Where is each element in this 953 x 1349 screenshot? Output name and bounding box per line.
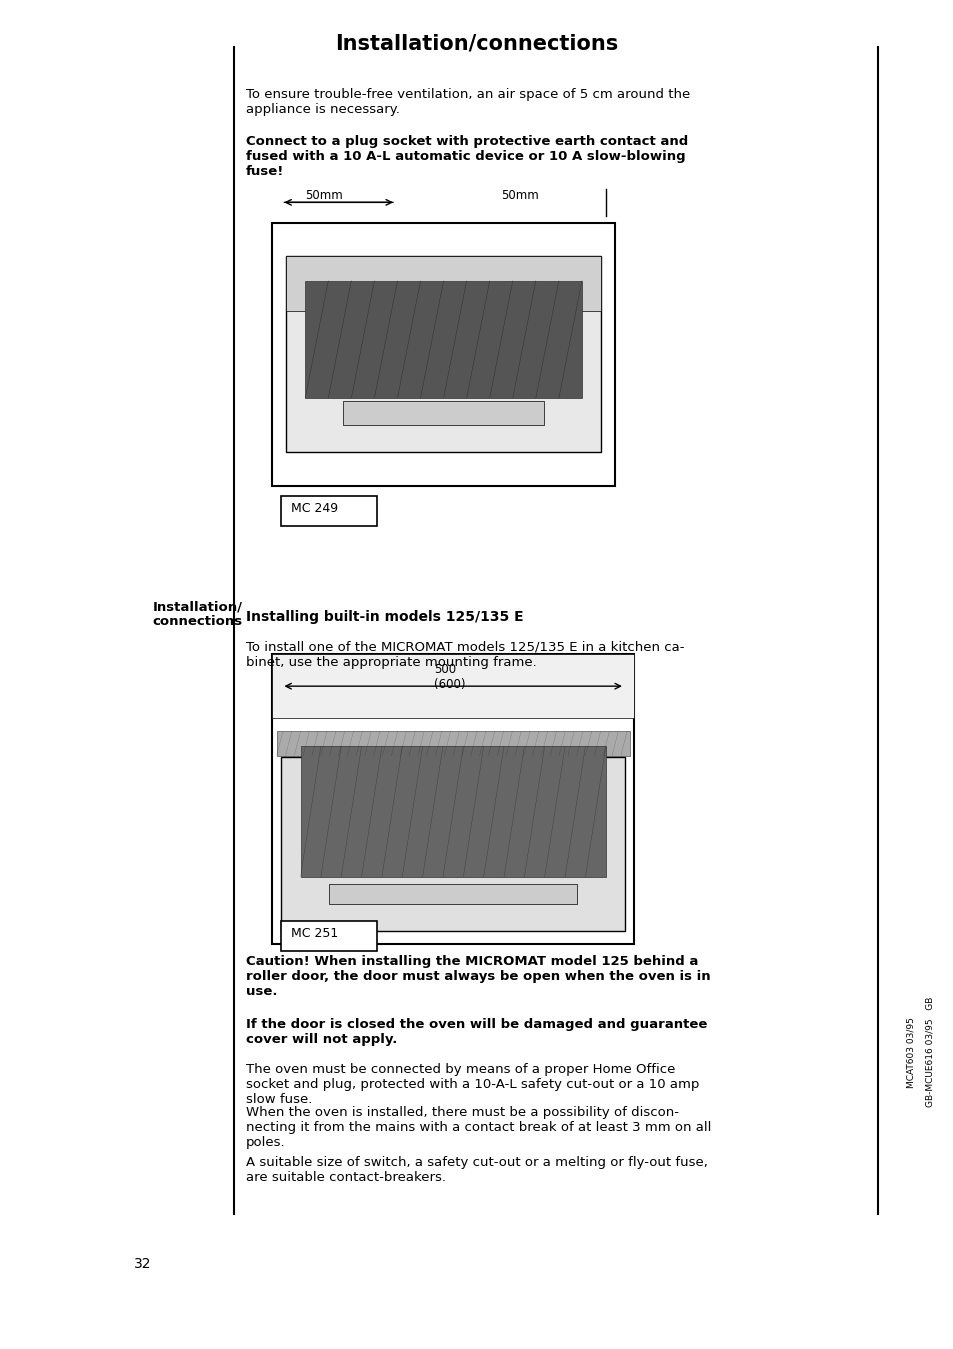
Text: 500
(600): 500 (600) (434, 664, 465, 691)
Text: The oven must be connected by means of a proper Home Office
socket and plug, pro: The oven must be connected by means of a… (246, 1063, 699, 1106)
Text: When the oven is installed, there must be a possibility of discon-
necting it fr: When the oven is installed, there must b… (246, 1106, 711, 1149)
Bar (305, 281, 581, 398)
Text: Installation/connections: Installation/connections (335, 34, 618, 54)
Bar (281, 757, 624, 931)
Text: Installing built-in models 125/135 E: Installing built-in models 125/135 E (246, 610, 523, 623)
Bar (272, 654, 634, 944)
Text: MC 249: MC 249 (291, 502, 337, 515)
Bar (276, 731, 629, 755)
Bar (272, 654, 634, 718)
Text: GB-MCUE616 03/95   GB: GB-MCUE616 03/95 GB (924, 997, 934, 1108)
Bar (286, 256, 600, 452)
Text: Installation/
connections: Installation/ connections (152, 600, 242, 629)
Text: To ensure trouble-free ventilation, an air space of 5 cm around the
appliance is: To ensure trouble-free ventilation, an a… (246, 88, 690, 116)
Bar (300, 746, 605, 877)
Text: MCAT603 03/95: MCAT603 03/95 (905, 1017, 915, 1087)
Text: MC 251: MC 251 (291, 927, 338, 940)
Bar (343, 401, 543, 425)
Bar (329, 884, 577, 904)
Text: If the door is closed the oven will be damaged and guarantee
cover will not appl: If the door is closed the oven will be d… (246, 1018, 707, 1047)
Text: Caution! When installing the MICROMAT model 125 behind a
roller door, the door m: Caution! When installing the MICROMAT mo… (246, 955, 710, 998)
Bar (272, 223, 615, 486)
Text: To install one of the MICROMAT models 125/135 E in a kitchen ca-
binet, use the : To install one of the MICROMAT models 12… (246, 641, 684, 669)
Bar (281, 921, 376, 951)
Text: Connect to a plug socket with protective earth contact and
fused with a 10 A-L a: Connect to a plug socket with protective… (246, 135, 688, 178)
Text: A suitable size of switch, a safety cut-out or a melting or fly-out fuse,
are su: A suitable size of switch, a safety cut-… (246, 1156, 707, 1184)
Text: 32: 32 (133, 1257, 151, 1271)
Bar (281, 496, 376, 526)
Text: 50mm: 50mm (500, 189, 538, 202)
Bar (286, 256, 600, 312)
Text: 50mm: 50mm (305, 189, 343, 202)
